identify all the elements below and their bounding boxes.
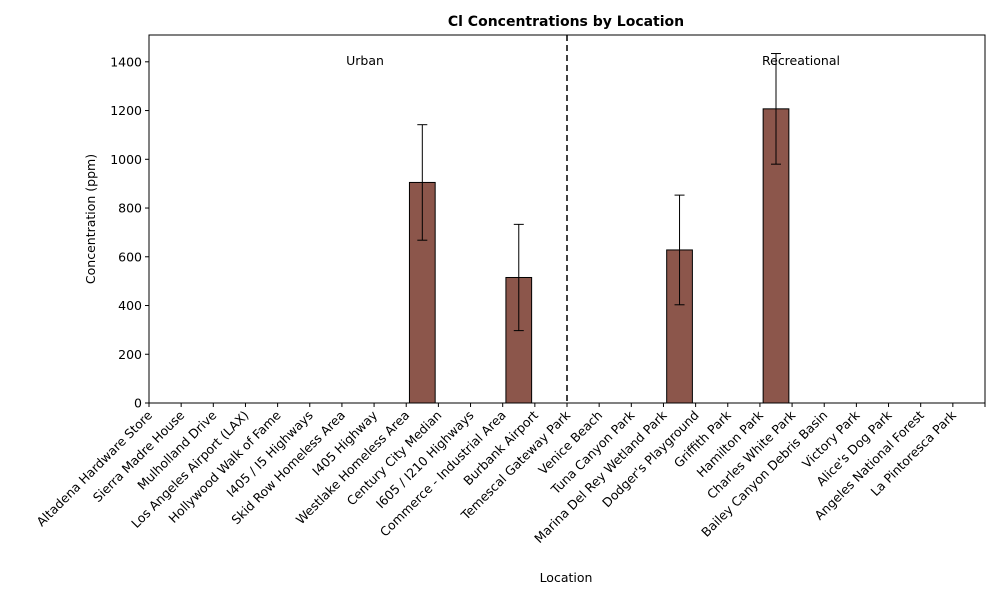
y-tick-label-400: 400 bbox=[118, 298, 142, 313]
y-tick-label-200: 200 bbox=[118, 347, 142, 362]
y-tick-label-1000: 1000 bbox=[110, 152, 142, 167]
y-tick-label-1200: 1200 bbox=[110, 103, 142, 118]
y-tick-label-1400: 1400 bbox=[110, 54, 142, 69]
y-tick-label-600: 600 bbox=[118, 249, 142, 264]
region-label-1: Recreational bbox=[762, 53, 840, 68]
y-tick-label-800: 800 bbox=[118, 201, 142, 216]
y-axis-label: Concentration (ppm) bbox=[83, 154, 98, 284]
plot-area: Urban Recreational 0 200 400 600 800 1000 1200 14… bbox=[33, 34, 986, 546]
x-axis-label: Location bbox=[540, 570, 593, 585]
region-label-0: Urban bbox=[346, 53, 384, 68]
y-tick-label-0: 0 bbox=[134, 396, 142, 411]
chart-title: Cl Concentrations by Location bbox=[448, 14, 684, 30]
